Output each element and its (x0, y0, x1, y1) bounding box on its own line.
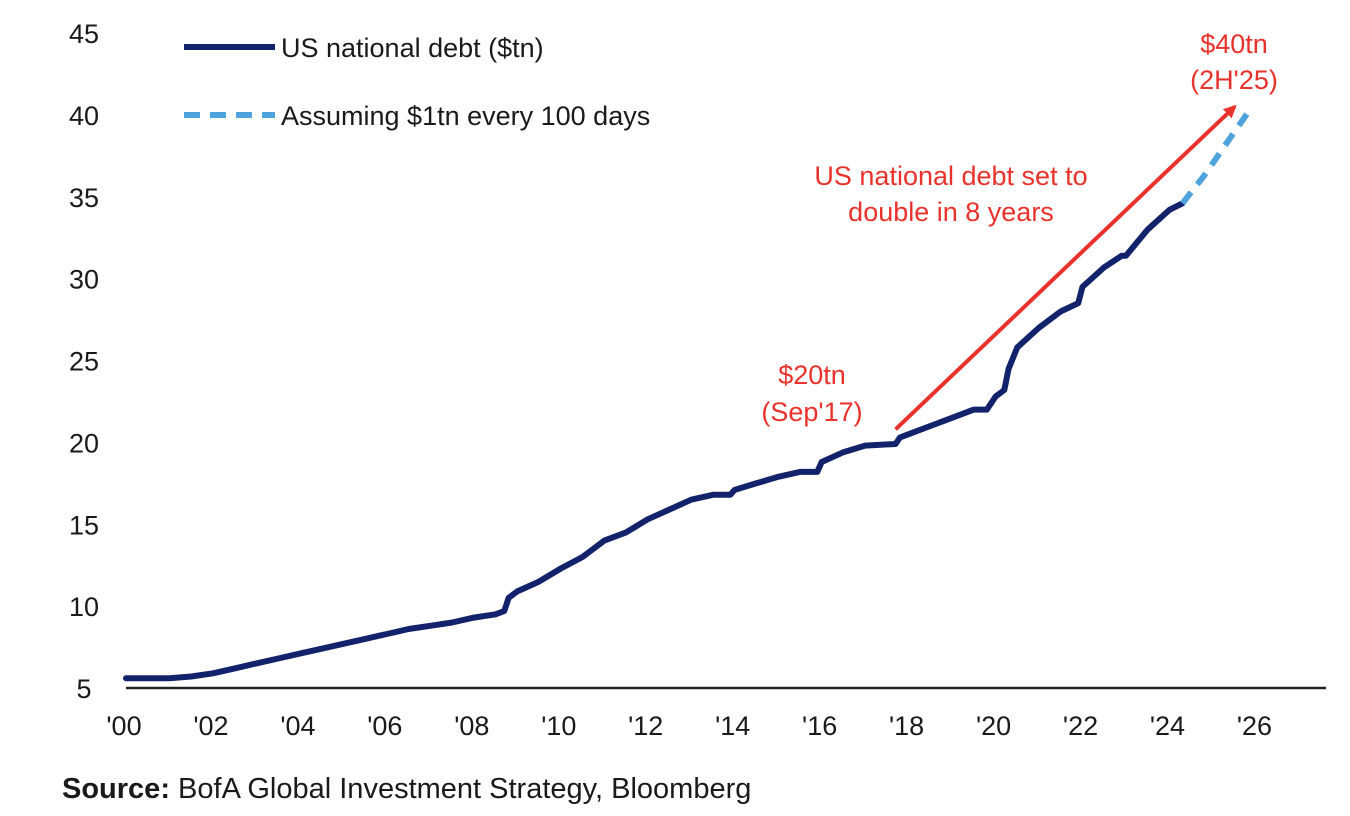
source-text: BofA Global Investment Strategy, Bloombe… (169, 773, 752, 805)
annotations: $40tn (2H'25) US national debt set to do… (761, 29, 1278, 431)
x-tick-label: '20 (976, 711, 1011, 741)
y-tick-label: 25 (69, 347, 99, 377)
y-tick-label: 15 (69, 510, 99, 540)
x-tick-label: '04 (280, 711, 315, 741)
annotation-end-value: $40tn (1200, 29, 1268, 59)
x-tick-label: '16 (802, 711, 837, 741)
legend: US national debt ($tn) Assuming $1tn eve… (184, 33, 650, 131)
x-axis-ticks: '00 '02 '04 '06 '08 '10 '12 '14 '16 '18 '20 '22 '24 '… (106, 711, 1272, 741)
x-tick-label: '06 (367, 711, 402, 741)
y-tick-label: 45 (69, 19, 99, 49)
x-tick-label: '26 (1237, 711, 1272, 741)
x-tick-label: '02 (193, 711, 228, 741)
x-tick-label: '12 (628, 711, 663, 741)
x-tick-label: '22 (1063, 711, 1098, 741)
annotation-start-date: (Sep'17) (761, 397, 862, 427)
y-tick-label: 40 (69, 101, 99, 131)
legend-label-projection: Assuming $1tn every 100 days (281, 101, 650, 131)
series-line-us-national-debt (123, 200, 1186, 682)
source-note: Source: BofA Global Investment Strategy,… (62, 773, 751, 806)
y-tick-label: 30 (69, 265, 99, 295)
y-tick-label: 5 (76, 674, 91, 704)
y-axis-ticks: 5 10 15 20 25 30 35 40 45 (69, 19, 99, 704)
annotation-headline-line2: double in 8 years (848, 197, 1054, 227)
x-tick-label: '00 (106, 711, 141, 741)
y-tick-label: 20 (69, 428, 99, 458)
annotation-end-date: (2H'25) (1190, 65, 1278, 95)
x-tick-label: '18 (889, 711, 924, 741)
y-tick-label: 10 (69, 592, 99, 622)
trend-arrow (894, 104, 1237, 431)
annotation-headline-line1: US national debt set to (814, 161, 1087, 191)
y-tick-label: 35 (69, 183, 99, 213)
x-tick-label: '08 (454, 711, 489, 741)
annotation-start-value: $20tn (778, 360, 846, 390)
series-line-projection (1180, 104, 1255, 206)
x-tick-label: '10 (541, 711, 576, 741)
x-tick-label: '24 (1150, 711, 1185, 741)
x-tick-label: '14 (715, 711, 750, 741)
legend-label-us-national-debt: US national debt ($tn) (281, 33, 544, 63)
source-label: Source: (62, 773, 170, 805)
